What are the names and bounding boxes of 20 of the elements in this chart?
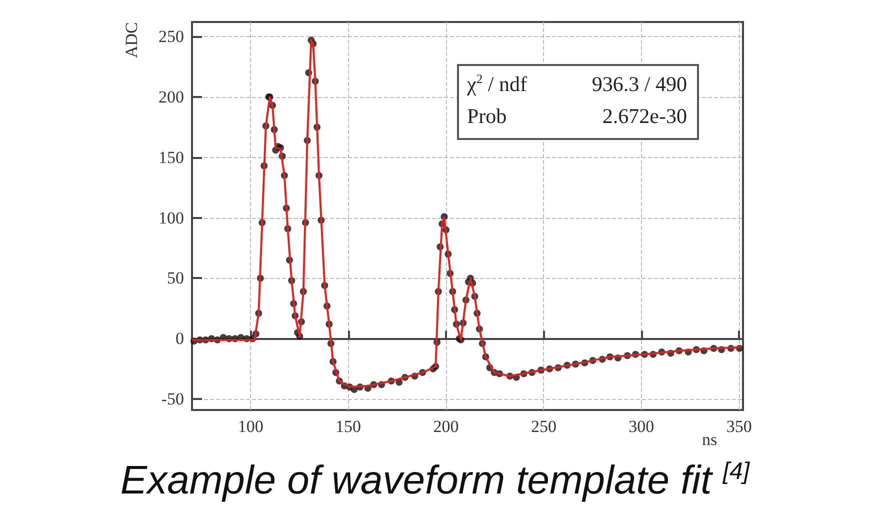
annotation: Prob — [467, 104, 507, 129]
x-axis-title: ns — [702, 430, 718, 450]
y-tick-label: 0 — [176, 329, 184, 348]
y-tick-label: 50 — [167, 268, 184, 288]
x-tick-label: 250 — [530, 417, 556, 436]
annotation: 2.672e-30 — [602, 104, 687, 129]
y-axis-title: ADC — [122, 22, 142, 58]
x-tick-label: 200 — [433, 417, 459, 436]
x-tick-label: 150 — [336, 417, 362, 436]
annotation: χ$^{2}$ / ndf — [467, 72, 527, 97]
text: Example of waveform template fit $^{[4]}$ — [119, 458, 751, 504]
y-tick-label: 200 — [158, 87, 184, 106]
x-tick-label: 100 — [238, 417, 264, 436]
annotation: 936.3 / 490 — [592, 72, 687, 97]
y-tick-label: 100 — [158, 208, 184, 228]
y-tick-label: -50 — [161, 390, 184, 409]
y-tick-label: 250 — [158, 27, 184, 46]
y-tick-label: 150 — [158, 148, 184, 167]
x-tick-label: 350 — [726, 417, 752, 436]
x-tick-label: 300 — [628, 417, 654, 436]
